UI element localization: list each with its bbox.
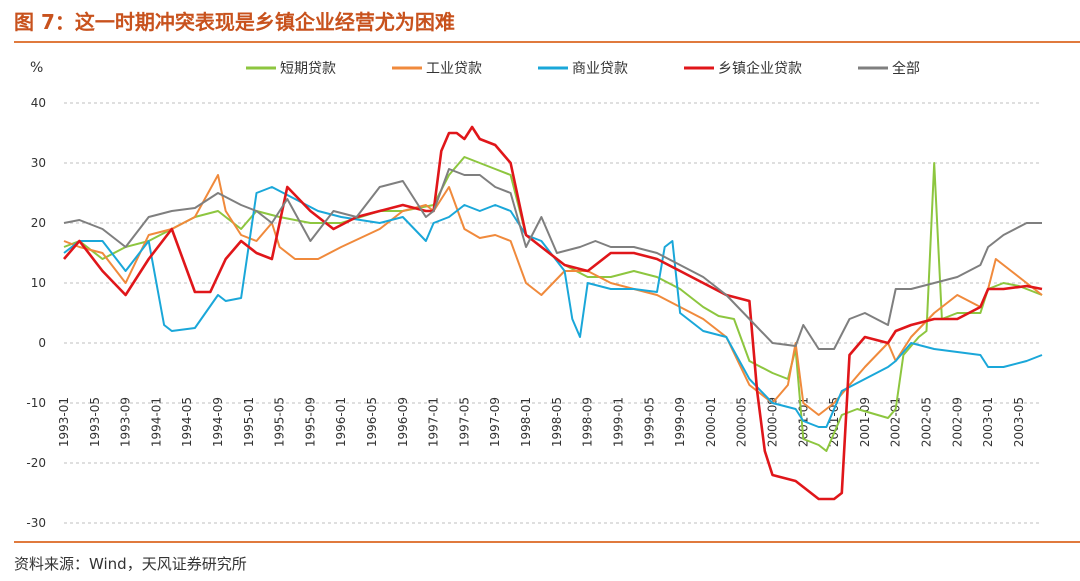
- y-tick-label: -10: [26, 396, 46, 410]
- x-axis: 1993-01 1993-05 1993-09 1994-01 1994-05 1994-…: [57, 397, 1026, 447]
- x-tick-label: 1995-01: [242, 397, 256, 447]
- y-tick-label: 30: [31, 156, 46, 170]
- x-tick-label: 1999-05: [642, 397, 656, 447]
- legend-label-2: 工业贷款: [426, 61, 482, 77]
- line-chart: % 短期贷款 工业贷款 商业贷款 乡镇企业贷款 全部 40 30 20 10 0 -10 -20 -3…: [26, 60, 1043, 530]
- x-tick-label: 2002-01: [889, 397, 903, 447]
- x-tick-label: 1997-01: [427, 397, 441, 447]
- x-tick-label: 1998-09: [581, 397, 595, 447]
- y-tick-label: 40: [31, 96, 46, 110]
- x-tick-label: 2003-05: [1012, 397, 1026, 447]
- x-tick-label: 1997-05: [457, 397, 471, 447]
- x-tick-label: 1994-05: [180, 397, 194, 447]
- x-tick-label: 1994-01: [149, 397, 163, 447]
- x-tick-label: 1993-09: [119, 397, 133, 447]
- footer-divider: [14, 541, 1080, 543]
- x-tick-label: 2001-05: [827, 397, 841, 447]
- series-line-3: [63, 186, 1043, 428]
- legend-label-5: 全部: [892, 60, 920, 77]
- x-tick-label: 2000-05: [735, 397, 749, 447]
- legend-label-3: 商业贷款: [572, 61, 628, 77]
- source-note: 资料来源：Wind，天风证券研究所: [14, 555, 247, 573]
- legend-label-4: 乡镇企业贷款: [718, 60, 802, 77]
- x-tick-label: 1999-09: [673, 397, 687, 447]
- x-tick-label: 1996-09: [396, 397, 410, 447]
- x-tick-label: 1996-01: [334, 397, 348, 447]
- x-tick-label: 2001-09: [858, 397, 872, 447]
- x-tick-label: 1993-01: [57, 397, 71, 447]
- y-axis: 40 30 20 10 0 -10 -20 -30: [26, 96, 46, 530]
- series-lines: [63, 125, 1043, 501]
- x-tick-label: 2000-01: [704, 397, 718, 447]
- x-tick-label: 1993-05: [88, 397, 102, 447]
- x-tick-label: 1999-01: [611, 397, 625, 447]
- x-tick-label: 1995-09: [303, 397, 317, 447]
- grid: [64, 102, 1042, 524]
- series-line-5: [63, 168, 1042, 350]
- x-tick-label: 1997-09: [488, 397, 502, 447]
- legend: 短期贷款 工业贷款 商业贷款 乡镇企业贷款 全部: [246, 60, 920, 77]
- x-tick-label: 2003-01: [981, 397, 995, 447]
- x-tick-label: 1994-09: [211, 397, 225, 447]
- y-tick-label: -20: [26, 456, 46, 470]
- page-title: 图 7：这一时期冲突表现是乡镇企业经营尤为困难: [14, 10, 455, 34]
- x-tick-label: 1998-01: [519, 397, 533, 447]
- y-tick-label: 10: [31, 276, 46, 290]
- series-line-4: [63, 125, 1043, 501]
- y-axis-label: %: [30, 60, 43, 76]
- x-tick-label: 2002-09: [950, 397, 964, 447]
- y-tick-label: 20: [31, 216, 46, 230]
- series-line-2: [63, 174, 1043, 416]
- x-tick-label: 1998-05: [550, 397, 564, 447]
- y-tick-label: 0: [38, 336, 46, 350]
- x-tick-label: 2000-09: [765, 397, 779, 447]
- legend-label-1: 短期贷款: [280, 61, 336, 77]
- y-tick-label: -30: [26, 516, 46, 530]
- x-tick-label: 2002-05: [919, 397, 933, 447]
- title-divider: [14, 41, 1080, 43]
- x-tick-label: 1995-05: [273, 397, 287, 447]
- x-tick-label: 1996-05: [365, 397, 379, 447]
